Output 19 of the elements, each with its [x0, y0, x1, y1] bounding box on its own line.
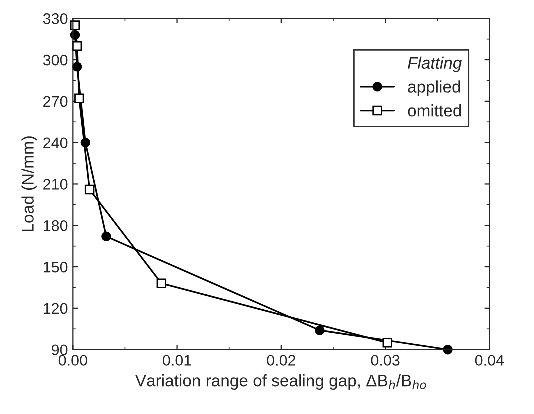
x-tick-label: 0.01 — [163, 355, 192, 366]
x-tick-label: 0.00 — [58, 355, 88, 366]
y-tick-label: 120 — [44, 303, 68, 314]
x-tick-label: 0.04 — [475, 355, 504, 366]
legend-title: Flatting — [408, 56, 462, 72]
y-tick-label: 300 — [43, 54, 68, 66]
y-tick-label: 150 — [44, 262, 68, 273]
y-tick-label: 330 — [43, 14, 68, 24]
legend-label: applied — [408, 80, 460, 96]
y-tick-label: 240 — [44, 138, 68, 149]
y-tick-label: 90 — [52, 344, 68, 356]
y-tick-label: 270 — [44, 96, 68, 108]
y-tick-label: 210 — [44, 179, 68, 190]
legend-label: omitted — [408, 104, 462, 117]
y-tick-label: 180 — [44, 220, 68, 232]
x-tick-label: 0.02 — [267, 355, 296, 366]
x-tick-label: 0.03 — [371, 355, 400, 366]
x-axis-title: Variation range of sealing gap, ΔB$_{h}$/B$_{ho}$ — [135, 374, 426, 390]
y-axis-title: Load (N/mm) — [22, 136, 38, 232]
